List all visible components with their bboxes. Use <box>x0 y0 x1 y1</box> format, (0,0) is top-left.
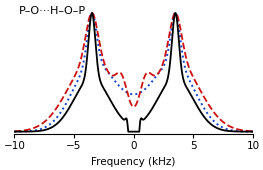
X-axis label: Frequency (kHz): Frequency (kHz) <box>92 157 176 167</box>
Text: P–O···H–O–P: P–O···H–O–P <box>19 6 86 16</box>
